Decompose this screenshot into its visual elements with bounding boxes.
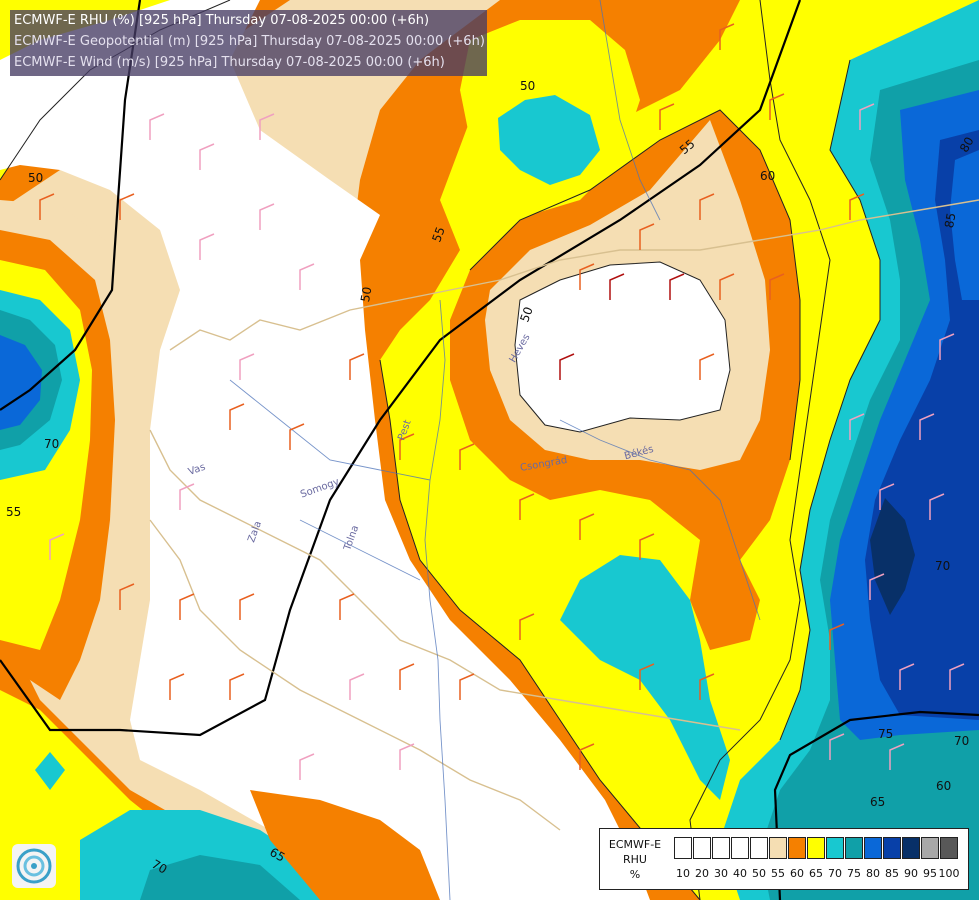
contour-value-labels: 50 50 55 50 55 50 60 80 85 70 55 70 75 7… — [6, 79, 977, 877]
contour-label: 50 — [520, 79, 535, 93]
legend-tick-label: 75 — [847, 867, 861, 880]
wind-barbs — [39, 23, 965, 780]
title-wind: ECMWF-E Wind (m/s) [925 hPa] Thursday 07… — [14, 55, 445, 70]
legend-tick-label: 10 — [676, 867, 690, 880]
contour-label: 70 — [954, 734, 969, 748]
legend-swatch — [750, 837, 768, 859]
legend-tick-label: 85 — [885, 867, 899, 880]
title-geopotential: ECMWF-E Geopotential (m) [925 hPa] Thurs… — [14, 34, 485, 49]
rhu-band-80-east-inner — [950, 150, 979, 300]
rhu-area-lt50-center — [515, 262, 730, 432]
contour-label: 55 — [429, 225, 447, 244]
legend-tick-label: 90 — [904, 867, 918, 880]
legend-title-unit: % — [629, 868, 641, 881]
legend-title: ECMWF-E RHU % — [602, 837, 668, 882]
contour-label: 80 — [957, 134, 977, 154]
legend-tick-label: 70 — [828, 867, 842, 880]
legend-title-model: ECMWF-E — [608, 838, 662, 851]
legend-swatch — [788, 837, 806, 859]
rhu-band-90-east — [870, 498, 915, 615]
legend-tick-label: 50 — [752, 867, 766, 880]
rhu-cell-70-southwest-small — [35, 752, 65, 790]
rhu-band-70-southeast — [560, 555, 730, 800]
title-rhu: ECMWF-E RHU (%) [925 hPa] Thursday 07-08… — [14, 13, 430, 28]
legend-tick-label: 65 — [809, 867, 823, 880]
contour-label: 65 — [870, 795, 885, 809]
legend-tick-label: 80 — [866, 867, 880, 880]
legend-tick-label: 20 — [695, 867, 709, 880]
legend-swatch — [769, 837, 787, 859]
rhu-band-75-southwest — [140, 855, 300, 900]
legend-swatch — [674, 837, 692, 859]
contour-label: 50 — [517, 305, 535, 324]
legend-tick-label: 40 — [733, 867, 747, 880]
contour-label: 65 — [267, 845, 287, 865]
provider-logo-icon — [12, 844, 56, 888]
rhu-band-60-south — [250, 790, 440, 900]
legend-tick-label: 60 — [790, 867, 804, 880]
contour-label: 70 — [44, 437, 59, 451]
legend-swatch — [864, 837, 882, 859]
color-legend: ECMWF-E RHU % 10 20 30 40 50 55 60 65 70 75 80 85 90… — [599, 828, 969, 890]
contour-label: 50 — [28, 171, 43, 185]
legend-tick-label: 55 — [771, 867, 785, 880]
rhu-band-70-north — [498, 95, 600, 185]
legend-swatch — [712, 837, 730, 859]
legend-swatch — [921, 837, 939, 859]
rhu-band-80-left-edge — [0, 335, 42, 430]
legend-swatch — [902, 837, 920, 859]
contour-lines-rhu — [0, 0, 881, 900]
contour-label: 85 — [942, 212, 958, 229]
legend-title-variable: RHU — [623, 853, 647, 866]
contour-label: 60 — [936, 779, 951, 793]
legend-swatch — [693, 837, 711, 859]
legend-tick-label: 30 — [714, 867, 728, 880]
contour-label: 75 — [878, 727, 893, 741]
legend-tick-label: 100 — [938, 867, 960, 880]
legend-swatch — [731, 837, 749, 859]
contour-label: 70 — [149, 857, 169, 877]
rivers — [229, 0, 761, 900]
legend-swatch — [845, 837, 863, 859]
contour-label: 70 — [935, 559, 950, 573]
contour-label: 50 — [358, 286, 374, 303]
rhu-area-lt50-west — [0, 0, 650, 900]
map-title-box — [10, 10, 487, 76]
legend-swatch — [826, 837, 844, 859]
borders — [149, 199, 979, 831]
contour-label: 60 — [760, 169, 775, 183]
legend-swatch — [807, 837, 825, 859]
legend-swatch — [940, 837, 958, 859]
legend-tick-label: 95 — [923, 867, 937, 880]
legend-swatch — [883, 837, 901, 859]
contour-label: 55 — [6, 505, 21, 519]
